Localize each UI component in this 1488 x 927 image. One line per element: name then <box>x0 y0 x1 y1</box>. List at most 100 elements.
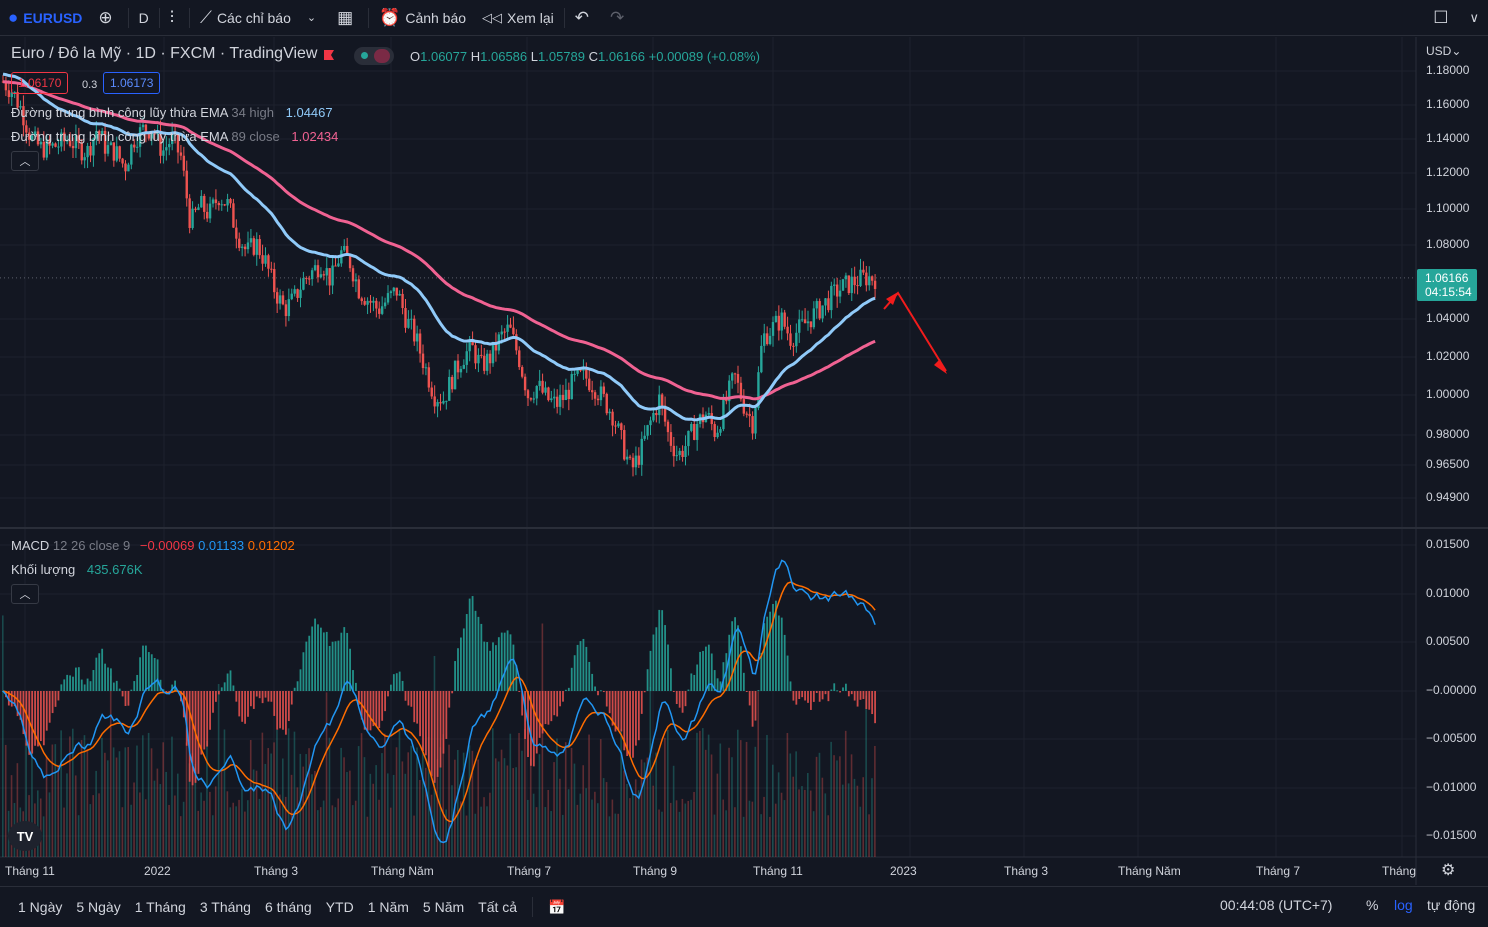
candle-body <box>579 369 582 371</box>
market-status-toggle[interactable] <box>354 47 394 65</box>
range-button[interactable]: 5 Ngày <box>76 899 121 915</box>
undo-button[interactable]: ↶ <box>567 0 602 36</box>
gear-icon[interactable]: ⚙ <box>1441 862 1456 879</box>
volume-bar <box>238 799 240 857</box>
macd-histogram-bar <box>80 679 83 691</box>
chart-canvas[interactable] <box>0 37 1488 885</box>
date-range-button[interactable]: 📅 <box>541 899 572 916</box>
ema89-legend[interactable]: Đường trung bình công lũy thừa EMA 89 cl… <box>11 129 338 144</box>
compare-button[interactable]: ⊕ <box>90 0 125 36</box>
replay-button[interactable]: ◁◁ Xem lại <box>474 0 562 36</box>
percent-toggle[interactable]: % <box>1366 897 1379 913</box>
range-button[interactable]: 6 tháng <box>264 899 312 915</box>
candle-body <box>870 276 874 281</box>
candle-body <box>812 308 816 328</box>
buy-price-button[interactable]: 1.06173 <box>103 72 161 94</box>
clock[interactable]: 00:44:08 (UTC+7) <box>1220 897 1333 913</box>
volume-bar <box>640 759 643 857</box>
alerts-button[interactable]: ⏰ Cảnh báo <box>371 0 474 36</box>
macd-histogram-bar <box>705 646 707 691</box>
volume-bar <box>786 733 789 857</box>
candle-body <box>375 300 378 309</box>
volume-bar <box>629 798 631 857</box>
redo-button[interactable]: ↷ <box>602 0 637 36</box>
range-button[interactable]: 1 Năm <box>367 899 409 915</box>
macd-histogram-bar <box>734 617 736 691</box>
candle-body <box>719 429 722 433</box>
candle-body <box>322 274 326 276</box>
candle-body <box>669 432 673 446</box>
range-button[interactable]: 1 Ngày <box>18 899 63 915</box>
chevron-up-icon: ︿ <box>19 589 31 601</box>
macd-histogram-bar <box>133 681 136 691</box>
macd-histogram-bar <box>751 691 754 727</box>
volume-bar <box>594 791 596 857</box>
currency-button[interactable]: USD⌄ <box>1426 44 1461 58</box>
macd-histogram-bar <box>357 691 360 705</box>
candle-body <box>838 290 842 297</box>
volume-bar <box>252 769 255 857</box>
macd-histogram-bar <box>110 668 112 691</box>
collapse-pane-button[interactable]: ︿ <box>11 584 39 604</box>
volume-bar <box>760 814 762 857</box>
auto-scale-toggle[interactable]: tự động <box>1427 897 1476 913</box>
sell-price-button[interactable]: 1.06170 <box>11 72 69 94</box>
volume-bar <box>115 757 118 857</box>
volume-bar <box>620 728 622 857</box>
candle-body <box>547 387 550 401</box>
candle-body <box>185 170 188 199</box>
macd-histogram-bar <box>824 691 827 695</box>
range-button[interactable]: Tất cả <box>478 899 518 915</box>
volume-legend[interactable]: Khối lượng 435.676K <box>11 562 143 577</box>
range-button[interactable]: 1 Tháng <box>134 899 186 915</box>
macd-histogram-bar <box>807 691 809 703</box>
macd-histogram-bar <box>731 621 734 691</box>
macd-name: MACD <box>11 538 50 553</box>
volume-bar <box>506 765 509 857</box>
macd-histogram-bar <box>495 645 497 691</box>
range-button[interactable]: YTD <box>325 899 354 915</box>
candle-body <box>418 333 422 354</box>
flag-icon[interactable] <box>324 50 334 60</box>
chart-area[interactable]: Euro / Đô la Mỹ · 1D · FXCM · TradingVie… <box>0 37 1488 885</box>
macd-histogram-bar <box>460 637 462 691</box>
macd-histogram-bar <box>672 691 675 692</box>
macd-histogram-bar <box>25 691 28 746</box>
macd-histogram-bar <box>757 690 760 692</box>
range-button[interactable]: 3 Tháng <box>199 899 251 915</box>
macd-legend[interactable]: MACD 12 26 close 9 −0.00069 0.01133 0.01… <box>11 538 295 553</box>
macd-histogram-bar <box>544 691 547 725</box>
macd-histogram-bar <box>635 691 637 746</box>
candle-body <box>602 386 606 394</box>
volume-bar <box>258 798 261 857</box>
more-button[interactable]: ∨ <box>1461 0 1488 36</box>
ema34-legend[interactable]: Đường trung bình công lũy thừa EMA 34 hi… <box>11 105 333 120</box>
time-tick-label: Tháng 11 <box>5 864 55 878</box>
range-button[interactable]: 5 Năm <box>422 899 465 915</box>
candle-body <box>588 378 591 391</box>
volume-bar <box>203 800 205 857</box>
candle-body <box>363 301 366 305</box>
candle-body <box>833 284 836 286</box>
macd-histogram-bar <box>652 634 655 691</box>
macd-histogram-bar <box>795 691 798 705</box>
candle-body <box>433 396 436 407</box>
collapse-legend-button[interactable]: ︿ <box>11 151 39 171</box>
log-toggle[interactable]: log <box>1394 897 1413 913</box>
candle-body <box>436 402 439 407</box>
symbol-title: Euro / Đô la Mỹ · 1D · FXCM · TradingVie… <box>11 45 318 62</box>
candle-body <box>780 312 783 331</box>
layouts-button[interactable]: ▦ <box>329 0 366 36</box>
candle-body <box>133 144 136 148</box>
fullscreen-button[interactable]: ☐ <box>1425 0 1461 36</box>
interval-button[interactable]: D <box>131 0 157 36</box>
macd-histogram-bar <box>471 596 474 691</box>
indicators-button[interactable]: ⟋ Các chỉ báo <box>192 0 299 36</box>
tradingview-logo[interactable]: TV <box>8 821 42 851</box>
chart-type-button[interactable]: ⫶ <box>162 0 187 36</box>
macd-histogram-bar <box>212 691 214 713</box>
symbol-search[interactable]: ● EURUSD <box>0 0 90 36</box>
volume-bar <box>357 746 360 857</box>
templates-dropdown[interactable]: ⌄ <box>299 0 329 36</box>
macd-histogram-bar <box>63 679 66 691</box>
